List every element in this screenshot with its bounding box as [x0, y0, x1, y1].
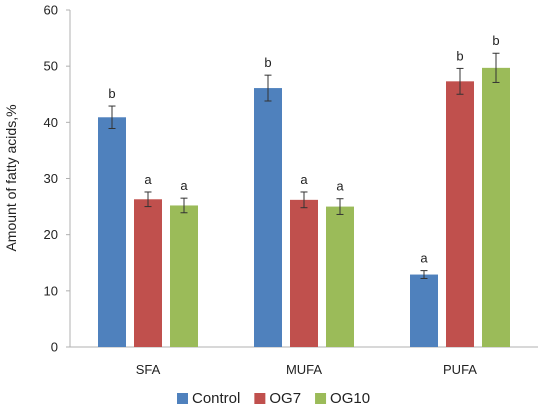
bar-control-mufa — [254, 88, 282, 348]
legend-swatch — [177, 393, 188, 404]
category-label: MUFA — [286, 362, 322, 377]
legend-swatch — [315, 393, 327, 404]
category-label: SFA — [136, 362, 161, 377]
significance-labels: b a a b a a a b b — [108, 33, 499, 265]
error-bar — [336, 198, 344, 215]
error-bar — [456, 67, 464, 95]
legend-label: Control — [192, 390, 240, 407]
significance-label: a — [300, 172, 308, 187]
error-bar — [180, 197, 188, 214]
bar-control-sfa — [98, 117, 126, 347]
error-bar — [492, 52, 500, 83]
y-tick-label: 40 — [44, 115, 58, 130]
bar-og7-pufa — [446, 81, 474, 347]
y-tick-label: 50 — [44, 59, 58, 74]
legend-label: OG10 — [330, 390, 370, 407]
bar-og7-mufa — [290, 199, 318, 347]
y-axis-title: Amount of fatty acids,% — [3, 104, 19, 251]
bar-og10-mufa — [326, 206, 354, 347]
y-tick-label: 30 — [44, 171, 58, 186]
significance-label: b — [264, 55, 271, 70]
legend-label: OG7 — [269, 390, 301, 407]
y-tick-label: 20 — [44, 227, 58, 242]
significance-label: a — [180, 178, 188, 193]
error-bar — [300, 191, 308, 209]
category-label: PUFA — [443, 362, 477, 377]
legend-swatch — [254, 393, 266, 404]
significance-label: b — [492, 33, 499, 48]
significance-label: a — [336, 179, 344, 194]
bar-control-pufa — [410, 274, 438, 347]
error-bars — [108, 52, 500, 279]
significance-label: b — [108, 86, 115, 101]
legend-item-og7: OG7 — [254, 390, 301, 407]
bar-og7-sfa — [134, 199, 162, 347]
significance-label: a — [420, 251, 428, 266]
legend-item-control: Control — [177, 390, 240, 407]
y-axis-ticks: 0 10 20 30 40 50 60 — [44, 3, 71, 355]
error-bar — [420, 270, 428, 279]
significance-label: b — [456, 48, 463, 63]
y-tick-label: 60 — [44, 3, 58, 18]
legend-item-og10: OG10 — [315, 390, 370, 407]
category-labels: SFA MUFA PUFA — [136, 362, 478, 377]
error-bar — [144, 191, 152, 208]
y-tick-label: 0 — [51, 340, 58, 355]
bar-og10-sfa — [170, 205, 198, 347]
significance-label: a — [144, 172, 152, 187]
legend: Control OG7 OG10 — [177, 390, 370, 407]
bars — [98, 67, 510, 348]
error-bar — [108, 105, 116, 130]
error-bar — [264, 74, 272, 102]
bar-og10-pufa — [482, 67, 510, 347]
y-tick-label: 10 — [44, 283, 58, 298]
